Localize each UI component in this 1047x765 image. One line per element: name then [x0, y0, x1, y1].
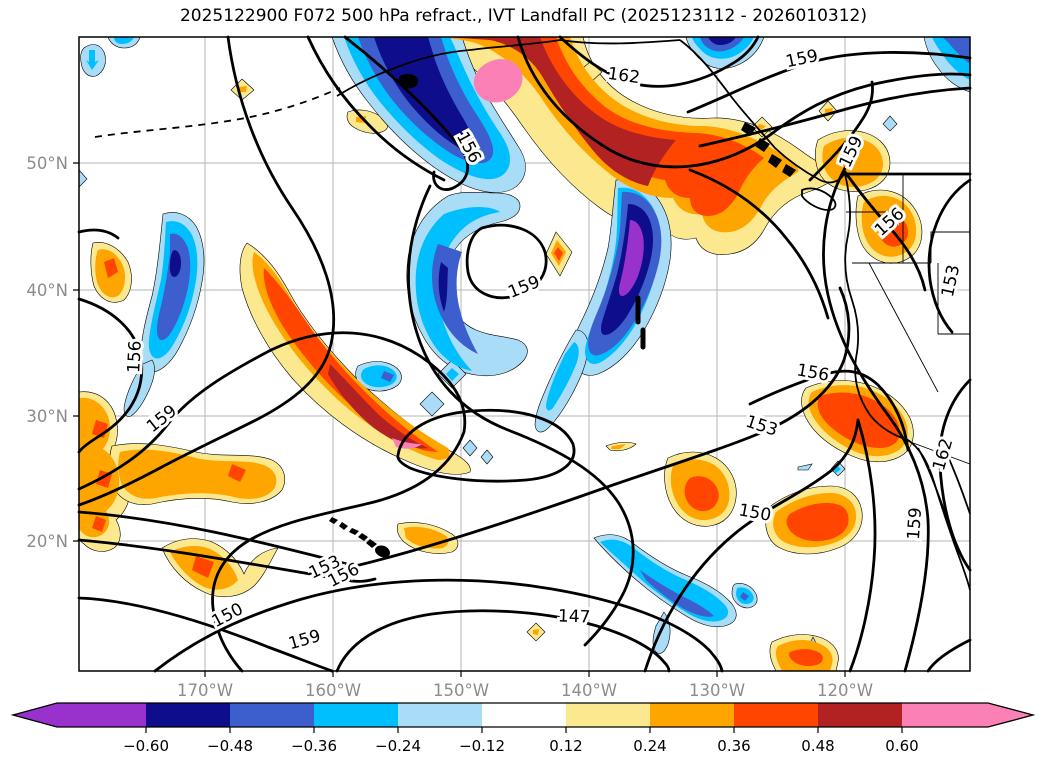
- alaska-panhandle-coast: [679, 39, 846, 184]
- x-tick-label: 120°W: [817, 681, 873, 700]
- y-tick-label: 40°N: [26, 281, 68, 300]
- anomaly-blob: [788, 649, 823, 667]
- anomaly-blob: [446, 368, 459, 381]
- contour-label: 159: [904, 507, 926, 541]
- colorbar-segment: [482, 703, 566, 727]
- x-axis-labels: 170°W 160°W 150°W 140°W 130°W 120°W: [177, 681, 873, 700]
- x-tick-label: 150°W: [433, 681, 489, 700]
- shade-purple: [618, 220, 644, 296]
- anomaly-blob: [169, 250, 181, 277]
- axis-ticks: [73, 162, 846, 677]
- anomaly-blob: [740, 592, 749, 601]
- anomaly-blob: [104, 258, 118, 278]
- colorbar-segment: [566, 703, 650, 727]
- anomaly-blob: [640, 570, 714, 617]
- colorbar-tick-label: 0.12: [549, 737, 582, 755]
- colorbar-tick-label: 0.48: [801, 737, 834, 755]
- coastlines: [94, 39, 971, 591]
- anomaly-blob: [156, 233, 191, 341]
- anomaly-blob: [361, 365, 397, 388]
- colorbar-tick-label: −0.24: [375, 737, 421, 755]
- colorbar-tick-label: −0.48: [207, 737, 253, 755]
- plot-frame: [78, 36, 971, 672]
- y-tick-label: 50°N: [26, 154, 68, 173]
- vancouver-island: [801, 187, 837, 211]
- anomaly-blob: [546, 342, 579, 411]
- anomaly-blob: [882, 115, 898, 132]
- height-contours: [77, 35, 972, 673]
- anomaly-blob: [684, 476, 719, 512]
- anomaly-blob: [328, 364, 428, 449]
- state-borders: [846, 174, 971, 465]
- colorbar-tick-label: 0.24: [633, 737, 666, 755]
- chart-title: 2025122900 F072 500 hPa refract., IVT La…: [179, 6, 867, 26]
- kodiak-island: [398, 73, 419, 89]
- anomaly-blob: [444, 37, 676, 186]
- anomaly-blob: [239, 86, 247, 92]
- x-tick-label: 140°W: [561, 681, 617, 700]
- hawaii-islands: [329, 517, 390, 558]
- anomaly-blob: [252, 252, 450, 460]
- colorbar-tick-label: 0.36: [717, 737, 750, 755]
- colorbar-segment: [650, 703, 734, 727]
- colorbar-segment: [146, 703, 230, 727]
- anomaly-blob: [419, 391, 445, 417]
- colorbar: −0.60 −0.48 −0.36 −0.24 −0.12 0.12 0.24 …: [10, 702, 1036, 755]
- anomaly-blob: [86, 50, 99, 70]
- alaska-coast: [336, 39, 681, 97]
- anomaly-blob: [192, 556, 214, 578]
- bc-islands: [741, 122, 796, 177]
- colorbar-tick-label: −0.12: [459, 737, 505, 755]
- anomaly-blob: [374, 37, 473, 150]
- colorbar-tick-labels: −0.60 −0.48 −0.36 −0.24 −0.12 0.12 0.24 …: [123, 737, 919, 755]
- anomaly-blob: [618, 220, 644, 296]
- anomaly-blob: [786, 503, 849, 542]
- x-tick-label: 130°W: [689, 681, 745, 700]
- anomaly-blob: [480, 449, 494, 465]
- y-axis-labels: 50°N 40°N 30°N 20°N: [26, 154, 68, 551]
- colorbar-segment: [734, 703, 818, 727]
- x-tick-label: 170°W: [177, 681, 233, 700]
- anomaly-blob: [228, 464, 246, 482]
- anomaly-blob: [533, 629, 539, 635]
- anomaly-blob: [438, 262, 448, 312]
- gulf-of-california-east: [945, 451, 971, 515]
- anomaly-blob: [462, 439, 478, 457]
- anomaly-blob: [92, 516, 106, 532]
- colorbar-segment: [230, 703, 314, 727]
- anomaly-blob: [473, 59, 523, 103]
- colorbar-ticks: [145, 727, 903, 733]
- anomaly-blob: [381, 371, 394, 382]
- colorbar-tick-label: −0.36: [291, 737, 337, 755]
- us-west-coast: [844, 173, 909, 441]
- contour-label: 147: [558, 606, 591, 627]
- colorbar-tick-label: 0.60: [885, 737, 918, 755]
- anomaly-blob: [554, 247, 563, 261]
- colorbar-segment: [398, 703, 482, 727]
- aleutian-islands: [94, 87, 341, 138]
- y-tick-label: 20°N: [26, 532, 68, 551]
- anomaly-blob: [825, 108, 833, 113]
- y-tick-label: 30°N: [26, 407, 68, 426]
- colorbar-segment: [818, 703, 902, 727]
- gulf-of-california-west: [917, 447, 963, 557]
- shade-dark-red: [328, 37, 676, 449]
- anomaly-blob: [114, 37, 134, 44]
- anomaly-blob: [611, 444, 626, 449]
- colorbar-tick-label: −0.60: [123, 737, 169, 755]
- contour-label: 156: [124, 340, 146, 373]
- colorbar-right-arrow: [902, 703, 1033, 727]
- anomaly-blob: [708, 37, 736, 45]
- x-tick-label: 160°W: [305, 681, 361, 700]
- anomaly-blob: [797, 463, 813, 471]
- colorbar-outline: [10, 702, 1036, 728]
- colorbar-segment: [314, 703, 398, 727]
- anomaly-blob: [118, 449, 277, 499]
- colorbar-left-arrow: [13, 703, 146, 727]
- anomaly-blob: [757, 124, 766, 130]
